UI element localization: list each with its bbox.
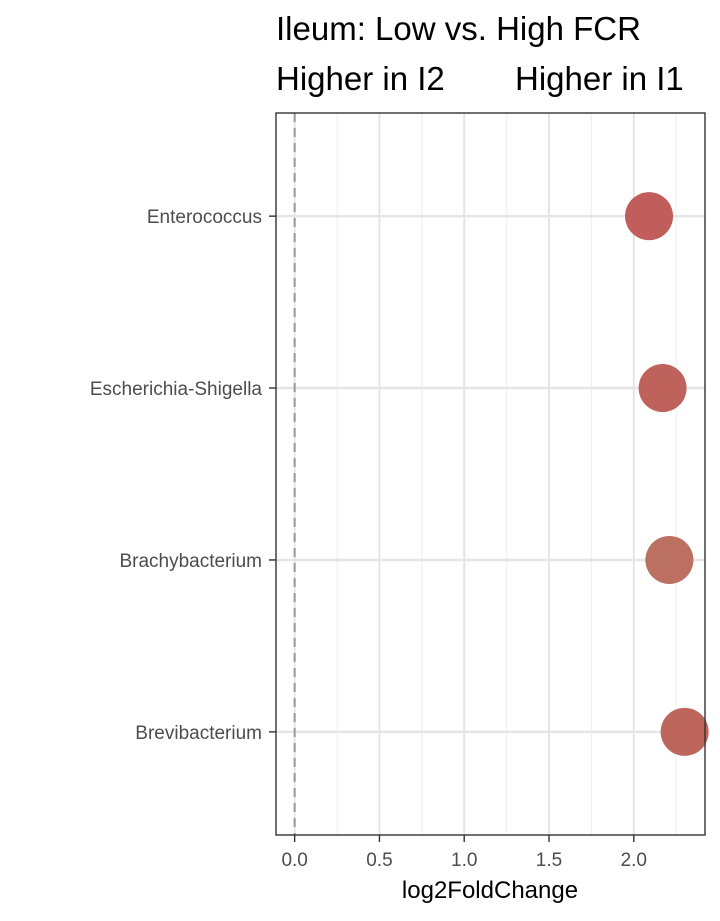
x-tick-label: 1.0 bbox=[451, 850, 477, 871]
x-tick-label: 0.0 bbox=[281, 850, 307, 871]
chart-title: Ileum: Low vs. High FCR bbox=[276, 10, 641, 47]
x-axis-title: log2FoldChange bbox=[402, 877, 578, 904]
x-tick-label: 2.0 bbox=[621, 850, 647, 871]
y-tick-label: Brevibacterium bbox=[135, 723, 262, 744]
x-tick-label: 0.5 bbox=[366, 850, 392, 871]
y-tick-label: Escherichia-Shigella bbox=[90, 379, 263, 400]
data-point bbox=[660, 707, 709, 756]
panel-border bbox=[275, 112, 706, 836]
y-axis: Enterococcus Escherichia-Shigella Brachyba… bbox=[90, 207, 276, 744]
data-point bbox=[638, 364, 687, 413]
subtitle-left: Higher in I2 bbox=[276, 60, 445, 97]
grid-minor bbox=[336, 113, 677, 835]
data-point bbox=[645, 535, 694, 584]
x-tick-label: 1.5 bbox=[536, 850, 562, 871]
points bbox=[625, 192, 709, 756]
y-tick-label: Enterococcus bbox=[147, 207, 262, 228]
y-tick-label: Brachybacterium bbox=[119, 551, 262, 572]
subtitle-right: Higher in I1 bbox=[515, 60, 684, 97]
data-point bbox=[625, 192, 674, 241]
x-axis: 0.0 0.5 1.0 1.5 2.0 bbox=[281, 835, 647, 871]
